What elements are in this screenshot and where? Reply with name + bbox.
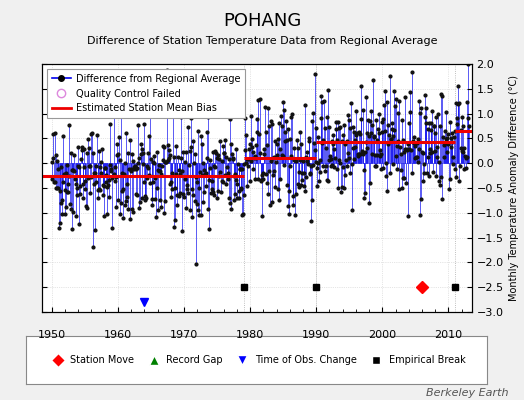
Text: 2010: 2010 [434,330,463,340]
Text: 2000: 2000 [368,330,397,340]
Text: 1970: 1970 [170,330,198,340]
Legend: Station Move, Record Gap, Time of Obs. Change, Empirical Break: Station Move, Record Gap, Time of Obs. C… [45,352,468,368]
Text: POHANG: POHANG [223,12,301,30]
Text: 1950: 1950 [38,330,66,340]
Text: 1960: 1960 [104,330,132,340]
Text: Difference of Station Temperature Data from Regional Average: Difference of Station Temperature Data f… [87,36,437,46]
Text: 1990: 1990 [302,330,330,340]
Text: Berkeley Earth: Berkeley Earth [426,388,508,398]
Text: 1980: 1980 [236,330,264,340]
Y-axis label: Monthly Temperature Anomaly Difference (°C): Monthly Temperature Anomaly Difference (… [509,75,519,301]
Legend: Difference from Regional Average, Quality Control Failed, Estimated Station Mean: Difference from Regional Average, Qualit… [47,69,245,118]
